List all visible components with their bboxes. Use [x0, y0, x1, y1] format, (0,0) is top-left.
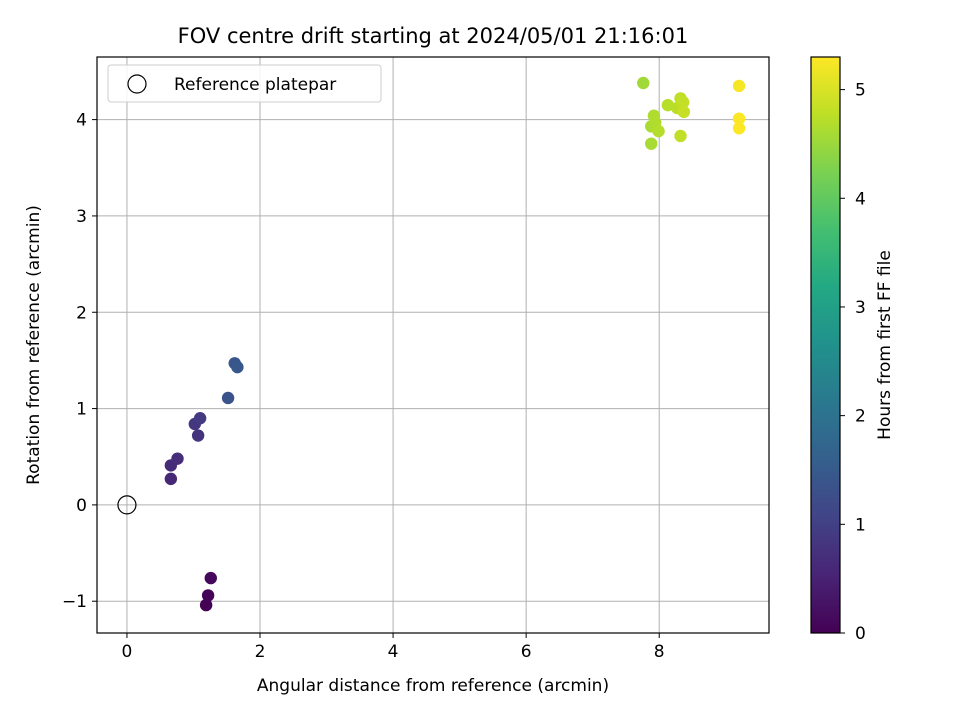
scatter-point: [199, 598, 213, 612]
colorbar-tick-label: 4: [855, 189, 866, 209]
y-axis-ticks: −1 0 1 2 3 4: [62, 111, 97, 612]
colorbar-tick-label: 1: [855, 515, 866, 535]
chart-title: FOV centre drift starting at 2024/05/01 …: [178, 24, 689, 48]
scatter-point: [204, 571, 217, 585]
scatter-point: [732, 112, 746, 125]
x-tick-label: 8: [654, 642, 665, 662]
legend-box: [107, 64, 382, 103]
legend: Reference platepar: [107, 64, 382, 103]
grid-lines: [97, 57, 769, 633]
scatter-point: [652, 124, 665, 138]
y-axis-label: Rotation from reference (arcmin): [24, 205, 44, 485]
y-tick-label: 2: [76, 303, 87, 323]
x-tick-label: 4: [388, 642, 399, 662]
x-tick-label: 0: [122, 642, 133, 662]
scatter-points: [164, 76, 746, 612]
legend-entry-reference-platepar: Reference platepar: [174, 75, 336, 95]
colorbar-gradient: [810, 56, 841, 634]
scatter-point: [674, 129, 687, 143]
colorbar-tick-label: 0: [855, 624, 866, 644]
colorbar: 0 1 2 3 4 5 Hours from first FF file: [810, 56, 895, 644]
plot-frame: [96, 56, 770, 634]
x-axis-label: Angular distance from reference (arcmin): [257, 676, 609, 696]
scatter-point: [732, 122, 746, 135]
scatter-point: [193, 412, 207, 425]
scatter-point: [645, 137, 658, 150]
colorbar-ticks: 0 1 2 3 4 5: [840, 81, 866, 644]
scatter-point: [732, 79, 746, 93]
scatter-point: [677, 105, 691, 119]
scatter-point: [164, 472, 178, 486]
scatter-point: [676, 96, 690, 109]
reference-platepar-marker: [117, 495, 137, 515]
colorbar-tick-label: 3: [855, 298, 866, 318]
colorbar-tick-label: 5: [855, 81, 866, 101]
scatter-point: [171, 452, 184, 465]
scatter-point: [191, 429, 205, 442]
scatter-point: [221, 391, 235, 405]
colorbar-tick-label: 2: [855, 407, 866, 427]
colorbar-label: Hours from first FF file: [875, 250, 895, 440]
y-tick-label: −1: [62, 592, 87, 612]
x-tick-label: 6: [521, 642, 532, 662]
reference-layer: [117, 495, 137, 515]
y-tick-label: 4: [76, 111, 87, 131]
y-tick-label: 1: [76, 400, 87, 420]
x-tick-label: 2: [255, 642, 266, 662]
y-tick-label: 0: [76, 496, 87, 516]
x-axis-ticks: 0 2 4 6 8: [122, 633, 665, 662]
scatter-point: [231, 360, 244, 374]
scatter-point: [637, 76, 650, 90]
scatter-point: [661, 98, 675, 112]
y-tick-label: 3: [76, 207, 87, 227]
scatter-point: [201, 589, 215, 602]
legend-reference-marker: [127, 74, 147, 94]
